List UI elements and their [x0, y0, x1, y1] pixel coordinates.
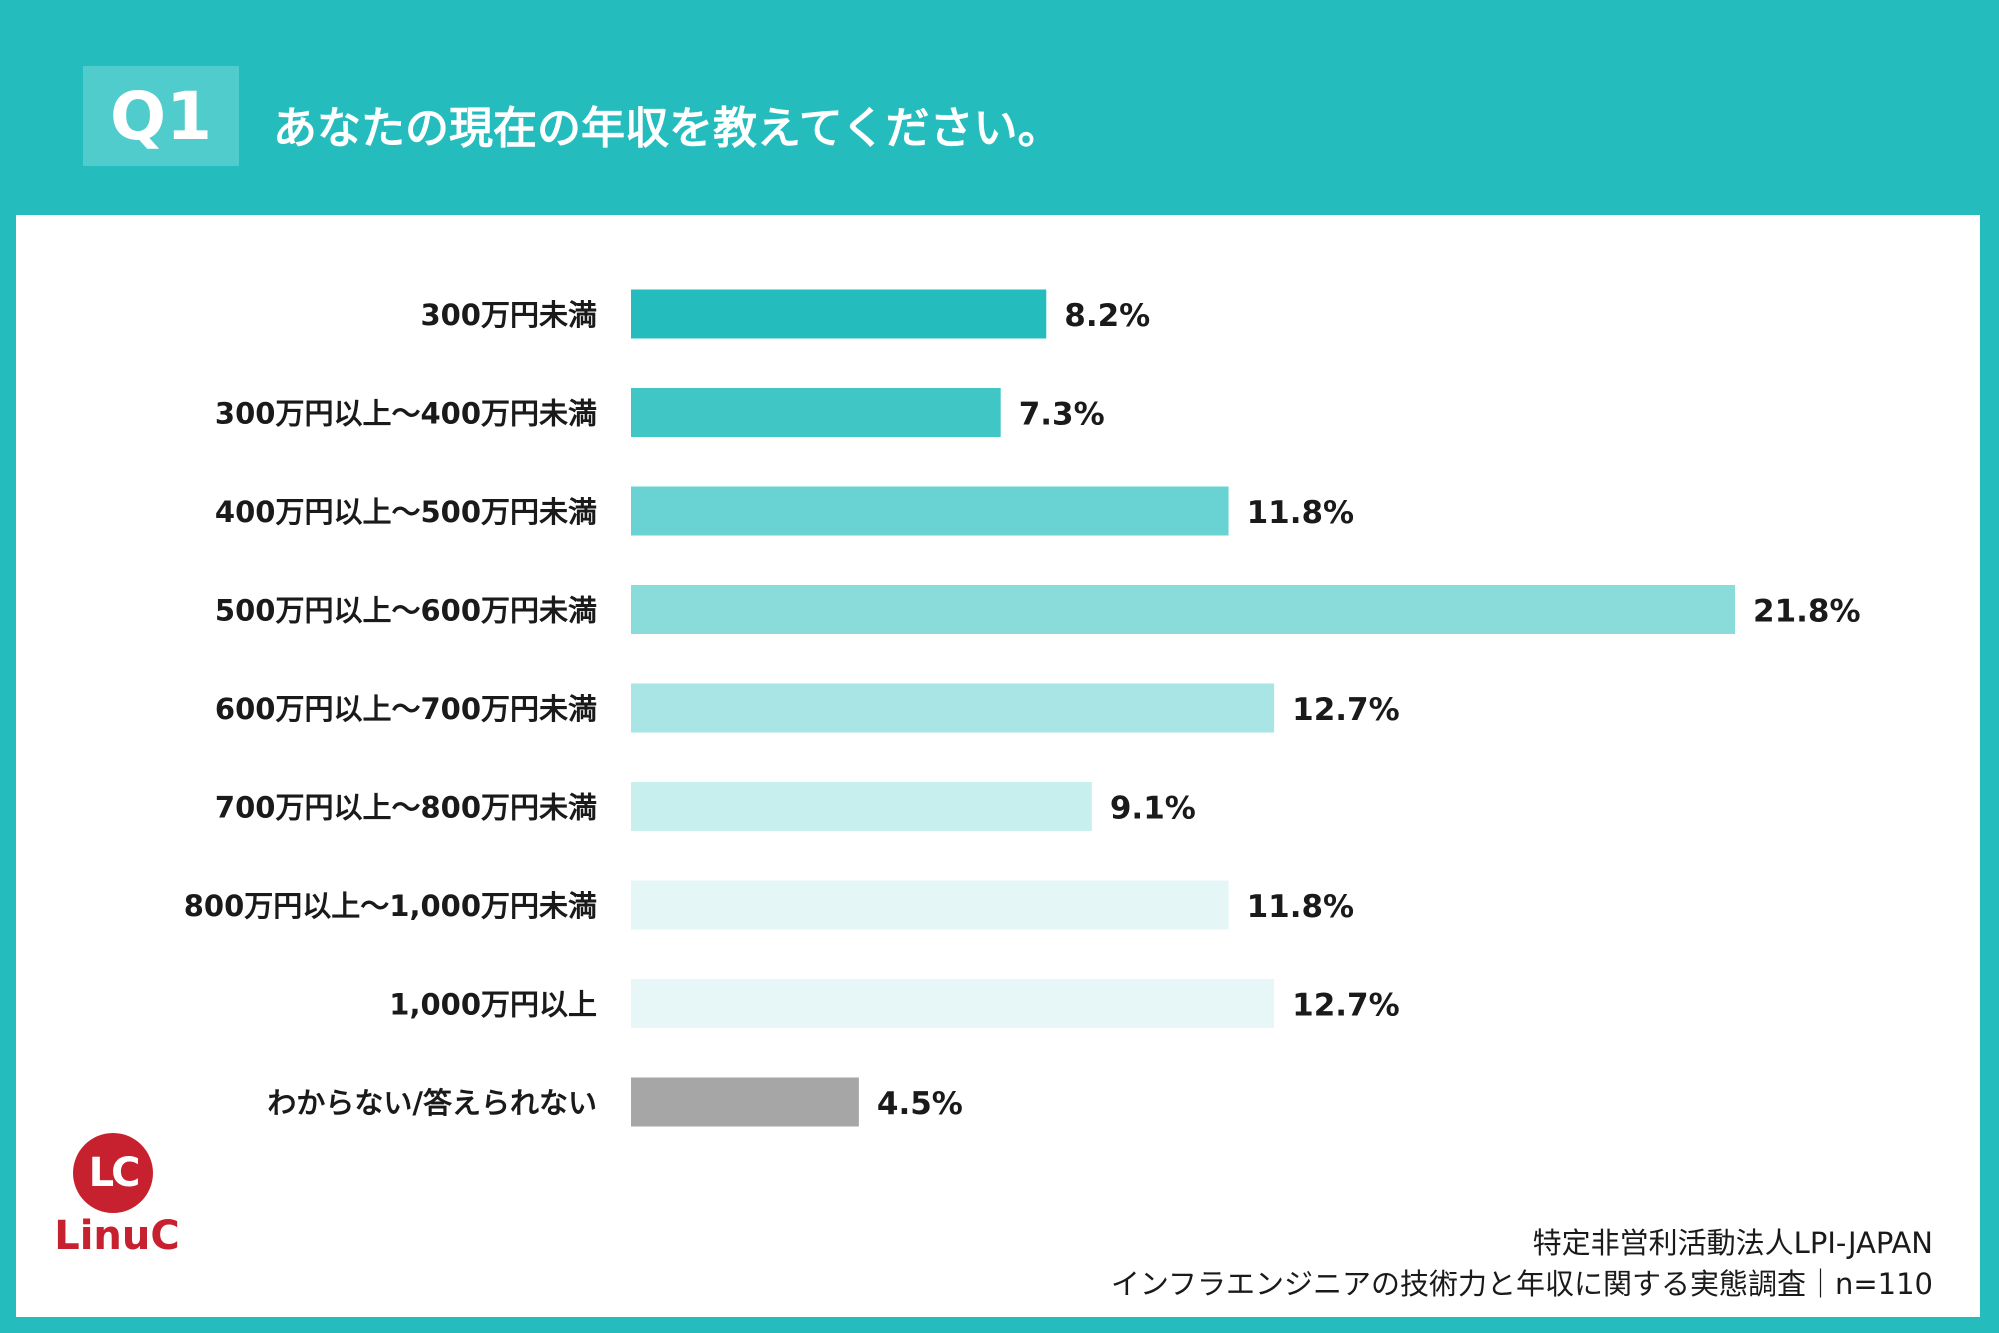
value-label: 21.8%: [1753, 594, 1861, 630]
header: Q1 あなたの現在の年収を教えてください。: [0, 0, 1999, 215]
category-label: 1,000万円以上: [389, 988, 597, 1022]
logo-mark: LC: [73, 1133, 153, 1213]
value-label: 8.2%: [1064, 298, 1150, 334]
value-label: 4.5%: [877, 1086, 963, 1122]
logo-name: LinuC: [54, 1213, 180, 1259]
bar: [631, 289, 1047, 339]
bar: [631, 486, 1229, 536]
value-label: 12.7%: [1292, 692, 1400, 728]
value-label: 7.3%: [1019, 397, 1105, 433]
category-label: 500万円以上〜600万円未満: [215, 594, 597, 628]
bar: [631, 979, 1275, 1028]
bar: [631, 1077, 859, 1127]
bar-chart: 300万円未満 8.2% 300万円以上〜400万円未満 7.3% 400万円以上〜50…: [184, 289, 1861, 1127]
bar: [631, 782, 1092, 831]
category-label: 400万円以上〜500万円未満: [215, 495, 597, 529]
bar: [631, 683, 1275, 733]
value-label: 11.8%: [1247, 889, 1355, 925]
value-label: 11.8%: [1247, 495, 1355, 531]
value-label: 9.1%: [1110, 791, 1196, 827]
category-label: 300万円以上〜400万円未満: [215, 397, 597, 431]
source-note: 特定非営利活動法人LPI-JAPAN インフラエンジニアの技術力と年収に関する実…: [1111, 1223, 1933, 1305]
question-title: あなたの現在の年収を教えてください。: [273, 103, 1062, 154]
question-badge: Q1: [83, 66, 239, 166]
source-survey: インフラエンジニアの技術力と年収に関する実態調査｜n=110: [1110, 1267, 1933, 1301]
category-label: 700万円以上〜800万円未満: [215, 791, 597, 825]
category-label: 300万円未満: [420, 298, 597, 332]
linuc-logo: LC LinuC: [47, 1133, 187, 1263]
category-label: わからない/答えられない: [267, 1086, 597, 1120]
category-label: 800万円以上〜1,000万円未満: [184, 889, 597, 923]
bar: [631, 585, 1735, 634]
value-label: 12.7%: [1292, 988, 1400, 1024]
source-organization: 特定非営利活動法人LPI-JAPAN: [1532, 1226, 1933, 1260]
bar: [631, 880, 1229, 930]
bar: [631, 388, 1001, 437]
chart-panel: 300万円未満 8.2% 300万円以上〜400万円未満 7.3% 400万円以上〜50…: [16, 215, 1980, 1317]
category-label: 600万円以上〜700万円未満: [215, 692, 597, 726]
